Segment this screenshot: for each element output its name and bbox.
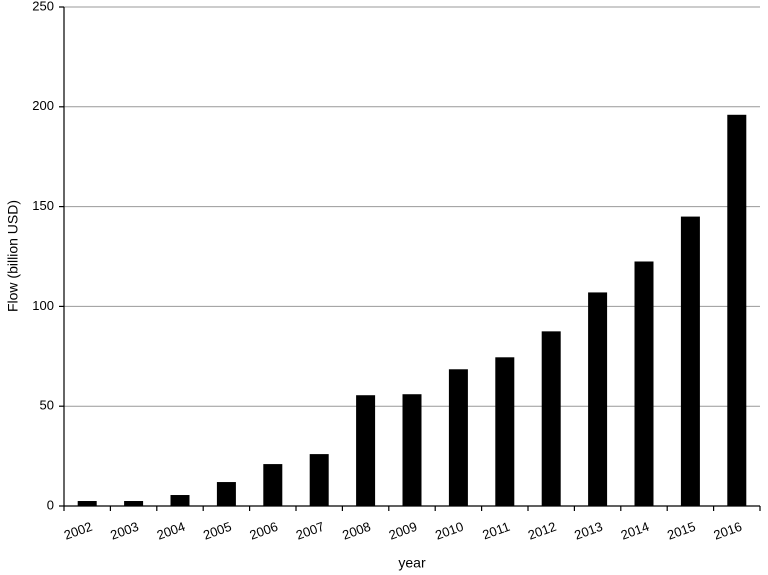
x-tick-label: 2003: [108, 519, 140, 543]
bar: [77, 501, 97, 506]
bar: [448, 369, 468, 506]
x-tick-label: 2012: [526, 519, 558, 543]
bar: [356, 395, 376, 506]
bar: [680, 216, 700, 506]
x-tick-label: 2002: [62, 519, 94, 543]
x-tick-label: 2014: [619, 519, 651, 543]
x-tick-label: 2009: [387, 519, 419, 543]
y-tick-label: 0: [47, 497, 54, 512]
x-tick-label: 2007: [294, 519, 326, 543]
y-axis-label: Flow (billion USD): [5, 200, 21, 312]
bar: [402, 394, 422, 506]
bar: [170, 495, 190, 506]
bar: [588, 292, 608, 506]
y-tick-label: 200: [32, 98, 54, 113]
y-tick-label: 150: [32, 198, 54, 213]
x-tick-label: 2016: [712, 519, 744, 543]
x-tick-label: 2011: [480, 519, 511, 543]
bar: [541, 331, 561, 506]
x-tick-label: 2004: [155, 519, 187, 543]
y-tick-label: 100: [32, 298, 54, 313]
bar: [495, 357, 515, 506]
bar: [124, 501, 144, 506]
x-tick-label: 2006: [248, 519, 280, 543]
bar: [634, 261, 654, 506]
x-tick-label: 2008: [340, 519, 372, 543]
x-tick-label: 2010: [433, 519, 465, 543]
x-tick-label: 2013: [572, 519, 604, 543]
bar: [263, 464, 283, 506]
bar: [216, 482, 236, 506]
x-tick-label: 2005: [201, 519, 233, 543]
x-tick-label: 2015: [665, 519, 697, 543]
bar: [727, 114, 747, 506]
y-tick-label: 250: [32, 0, 54, 13]
x-axis-label: year: [398, 555, 426, 571]
y-tick-label: 50: [40, 398, 54, 413]
bar: [309, 454, 329, 506]
